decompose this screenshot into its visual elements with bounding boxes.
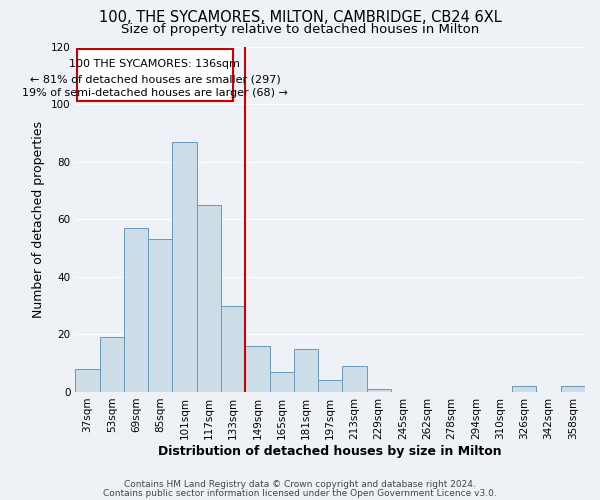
Bar — [100, 338, 124, 392]
Text: Contains public sector information licensed under the Open Government Licence v3: Contains public sector information licen… — [103, 488, 497, 498]
Bar — [318, 380, 343, 392]
X-axis label: Distribution of detached houses by size in Milton: Distribution of detached houses by size … — [158, 444, 502, 458]
Bar — [245, 346, 269, 392]
Bar — [367, 389, 391, 392]
Bar — [172, 142, 197, 392]
Bar — [294, 349, 318, 392]
Text: Size of property relative to detached houses in Milton: Size of property relative to detached ho… — [121, 22, 479, 36]
Bar — [561, 386, 585, 392]
Text: 100, THE SYCAMORES, MILTON, CAMBRIDGE, CB24 6XL: 100, THE SYCAMORES, MILTON, CAMBRIDGE, C… — [98, 10, 502, 25]
Bar — [343, 366, 367, 392]
Text: 19% of semi-detached houses are larger (68) →: 19% of semi-detached houses are larger (… — [22, 88, 288, 99]
Bar — [512, 386, 536, 392]
Text: Contains HM Land Registry data © Crown copyright and database right 2024.: Contains HM Land Registry data © Crown c… — [124, 480, 476, 489]
Bar — [124, 228, 148, 392]
FancyBboxPatch shape — [77, 50, 233, 101]
Bar — [197, 205, 221, 392]
Bar — [221, 306, 245, 392]
Text: 100 THE SYCAMORES: 136sqm: 100 THE SYCAMORES: 136sqm — [70, 59, 241, 69]
Bar — [148, 240, 172, 392]
Bar — [76, 369, 100, 392]
Text: ← 81% of detached houses are smaller (297): ← 81% of detached houses are smaller (29… — [29, 74, 280, 85]
Bar — [269, 372, 294, 392]
Y-axis label: Number of detached properties: Number of detached properties — [32, 120, 45, 318]
